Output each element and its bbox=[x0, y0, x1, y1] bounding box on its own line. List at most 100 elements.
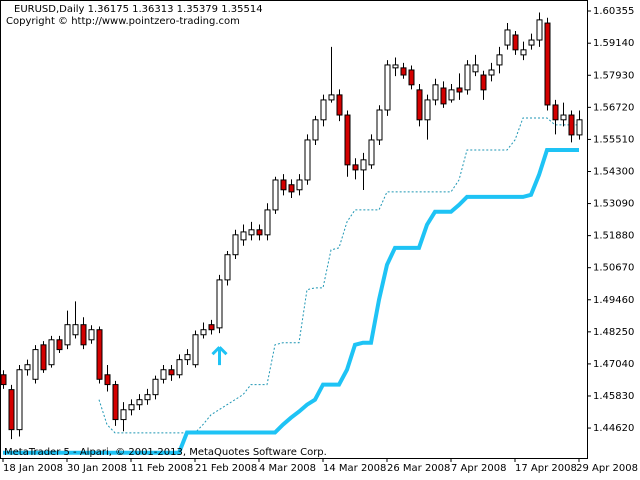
y-tick-label: 1.56720 bbox=[593, 102, 634, 113]
y-tick-label: 1.47040 bbox=[593, 359, 634, 370]
candle-body bbox=[168, 369, 175, 376]
candle-body bbox=[464, 64, 471, 91]
candle-body bbox=[240, 231, 247, 241]
x-tick-label: 11 Feb 2008 bbox=[131, 463, 193, 474]
candle-body bbox=[88, 329, 95, 341]
x-tick-label: 18 Jan 2008 bbox=[3, 463, 63, 474]
candle-body bbox=[456, 87, 463, 93]
y-tick-label: 1.60355 bbox=[593, 6, 634, 17]
chart-title: EURUSD,Daily 1.36175 1.36313 1.35379 1.3… bbox=[14, 4, 263, 15]
candle-body bbox=[216, 279, 223, 329]
candle-body bbox=[424, 99, 431, 121]
candle-body bbox=[288, 184, 295, 193]
buy-arrow bbox=[211, 346, 228, 366]
y-tick-label: 1.55510 bbox=[593, 134, 634, 145]
candle-body bbox=[200, 329, 207, 336]
candle-body bbox=[8, 389, 15, 431]
candle-body bbox=[112, 384, 119, 421]
candle-body bbox=[544, 22, 551, 106]
x-tick-label: 30 Jan 2008 bbox=[67, 463, 127, 474]
candle-body bbox=[352, 164, 359, 171]
candle-body bbox=[344, 114, 351, 166]
candle-body bbox=[528, 39, 535, 46]
y-tick-label: 1.54300 bbox=[593, 166, 634, 177]
candle-body bbox=[520, 49, 527, 56]
plot-border bbox=[0, 0, 588, 459]
candle-body bbox=[376, 109, 383, 141]
candle-body bbox=[152, 378, 159, 396]
candle-body bbox=[248, 229, 255, 236]
candle-body bbox=[72, 324, 79, 336]
candle-body bbox=[280, 179, 287, 191]
candle-body bbox=[560, 114, 567, 121]
candle-body bbox=[32, 349, 39, 380]
candle-body bbox=[568, 114, 575, 136]
candle-body bbox=[24, 364, 31, 371]
y-tick-label: 1.45830 bbox=[593, 391, 634, 402]
candle-body bbox=[400, 67, 407, 76]
y-tick-label: 1.59140 bbox=[593, 38, 634, 49]
candle-body bbox=[312, 119, 319, 141]
candle-body bbox=[536, 19, 543, 41]
candle-body bbox=[160, 369, 167, 380]
y-tick-label: 1.57930 bbox=[593, 70, 634, 81]
candle-body bbox=[368, 139, 375, 166]
plot-area bbox=[0, 12, 583, 455]
candle-body bbox=[192, 334, 199, 366]
candle-body bbox=[416, 89, 423, 121]
y-tick-label: 1.49460 bbox=[593, 295, 634, 306]
x-tick-label: 17 Apr 2008 bbox=[515, 463, 577, 474]
candle-body bbox=[488, 69, 495, 76]
candle-body bbox=[104, 374, 111, 386]
candle-body bbox=[480, 74, 487, 91]
candle-body bbox=[184, 354, 191, 361]
candle-body bbox=[80, 324, 87, 346]
candle-body bbox=[128, 404, 135, 411]
x-tick-label: 21 Feb 2008 bbox=[195, 463, 257, 474]
candle-body bbox=[320, 99, 327, 121]
candle-body bbox=[56, 339, 63, 351]
candle-body bbox=[304, 139, 311, 181]
candle-body bbox=[384, 64, 391, 111]
y-tick-label: 1.48250 bbox=[593, 327, 634, 338]
candle-body bbox=[408, 69, 415, 86]
candle-body bbox=[40, 344, 47, 371]
y-tick-label: 1.51880 bbox=[593, 231, 634, 242]
candle-body bbox=[496, 54, 503, 66]
x-tick-label: 7 Apr 2008 bbox=[451, 463, 506, 474]
candle-body bbox=[360, 159, 367, 171]
candle-body bbox=[512, 34, 519, 51]
candle-body bbox=[144, 394, 151, 401]
candle-body bbox=[296, 179, 303, 191]
candle-body bbox=[256, 229, 263, 236]
y-tick-label: 1.53090 bbox=[593, 199, 634, 210]
candle-body bbox=[232, 234, 239, 256]
candle-body bbox=[432, 84, 439, 101]
x-tick-label: 29 Apr 2008 bbox=[576, 463, 638, 474]
x-tick-label: 26 Mar 2008 bbox=[387, 463, 450, 474]
indicator-line bbox=[3, 148, 579, 455]
candle-body bbox=[328, 94, 335, 101]
candle-body bbox=[552, 104, 559, 121]
candle-body bbox=[504, 29, 511, 46]
candle-body bbox=[208, 324, 215, 331]
x-tick-label: 4 Mar 2008 bbox=[259, 463, 316, 474]
candle-body bbox=[336, 94, 343, 116]
candle-body bbox=[264, 209, 271, 236]
candle-body bbox=[96, 329, 103, 380]
candle-body bbox=[120, 409, 127, 421]
candle-body bbox=[472, 64, 479, 73]
y-tick-label: 1.44620 bbox=[593, 423, 634, 434]
copyright: Copyright © http://www.pointzero-trading… bbox=[6, 16, 240, 27]
candle-body bbox=[16, 369, 23, 431]
x-tick-label: 14 Mar 2008 bbox=[323, 463, 386, 474]
candle-body bbox=[136, 399, 143, 406]
footer: MetaTrader 5 - Alpari, © 2001-2013, Meta… bbox=[4, 447, 327, 458]
candle-body bbox=[272, 179, 279, 211]
candle-body bbox=[224, 254, 231, 281]
candle-body bbox=[64, 324, 71, 346]
indicator-line bbox=[98, 117, 579, 434]
candle-body bbox=[48, 339, 55, 366]
